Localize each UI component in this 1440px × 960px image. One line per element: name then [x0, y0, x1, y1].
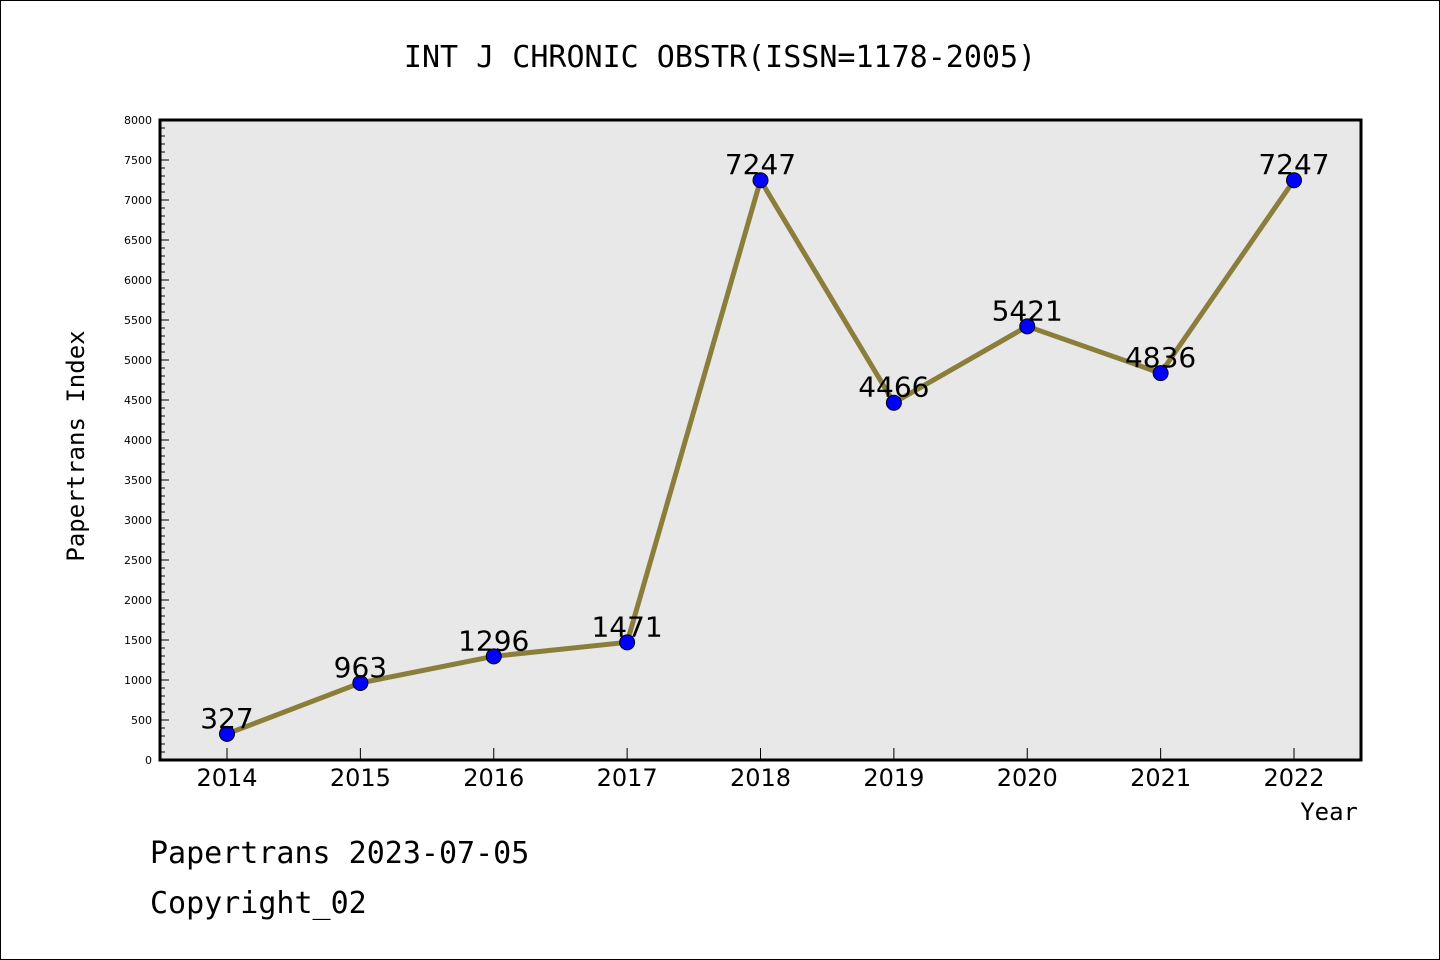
- x-tick-label: 2021: [1130, 764, 1191, 792]
- data-label: 327: [200, 702, 253, 735]
- chart-title: INT J CHRONIC OBSTR(ISSN=1178-2005): [404, 40, 1036, 75]
- data-label: 4466: [858, 371, 929, 404]
- x-tick-label: 2015: [330, 764, 391, 792]
- y-tick-label: 0: [145, 754, 152, 767]
- data-point: [485, 648, 502, 665]
- y-axis-label: Papertrans Index: [62, 330, 90, 561]
- y-tick-label: 1000: [124, 674, 152, 687]
- y-tick-label: 2000: [124, 594, 152, 607]
- data-point: [1152, 365, 1169, 382]
- x-tick-label: 2016: [463, 764, 524, 792]
- data-point: [352, 674, 369, 691]
- plot-area: [160, 120, 1361, 760]
- y-tick-label: 6000: [124, 274, 152, 287]
- x-axis-label: Year: [1300, 798, 1358, 826]
- data-point: [1286, 172, 1302, 189]
- data-label: 7247: [725, 148, 796, 181]
- data-point: [885, 394, 902, 411]
- data-point: [219, 725, 235, 742]
- y-tick-label: 1500: [124, 634, 152, 647]
- data-point: [619, 634, 636, 651]
- data-label-group: 327 963 1296 1471 7247 4466 5421 4836 7247: [200, 148, 1329, 735]
- data-point: [1019, 318, 1036, 335]
- plot-border: [158, 118, 1363, 762]
- x-tick-label: 2020: [997, 764, 1058, 792]
- data-label: 7247: [1258, 148, 1329, 181]
- y-tick-label: 2500: [124, 554, 152, 567]
- data-label: 4836: [1125, 341, 1196, 374]
- data-label: 1296: [458, 624, 529, 657]
- y-tick-label: 4000: [124, 434, 152, 447]
- data-label: 5421: [992, 294, 1063, 327]
- x-tick-label: 2022: [1263, 764, 1324, 792]
- data-label: 1471: [591, 610, 662, 643]
- y-tick-label: 8000: [124, 114, 152, 127]
- footer-date: Papertrans 2023-07-05: [150, 836, 530, 871]
- y-tick-label: 3500: [124, 474, 152, 487]
- x-tick-label: 2019: [863, 764, 924, 792]
- y-tick-label: 5500: [124, 314, 152, 327]
- y-tick-label: 5000: [124, 354, 152, 367]
- series-line-group: [219, 172, 1302, 742]
- y-tick-label: 3000: [124, 514, 152, 527]
- x-tick-label: 2017: [597, 764, 658, 792]
- x-axis: 2014 2015 2016 2017 2018 2019 2020 2021 2022: [196, 748, 1325, 792]
- y-tick-label: 500: [131, 714, 152, 727]
- x-tick-label: 2014: [196, 764, 257, 792]
- y-tick-label: 6500: [124, 234, 152, 247]
- y-tick-label: 7000: [124, 194, 152, 207]
- y-tick-label: 7500: [124, 154, 152, 167]
- y-axis: 0 500 1000 1500 2000 2500 3000 3500 4000 4500 5000…: [124, 114, 169, 767]
- x-tick-label: 2018: [730, 764, 791, 792]
- y-tick-label: 4500: [124, 394, 152, 407]
- footer-copyright: Copyright_02: [150, 886, 367, 921]
- data-point: [752, 172, 769, 189]
- data-label: 963: [334, 651, 387, 684]
